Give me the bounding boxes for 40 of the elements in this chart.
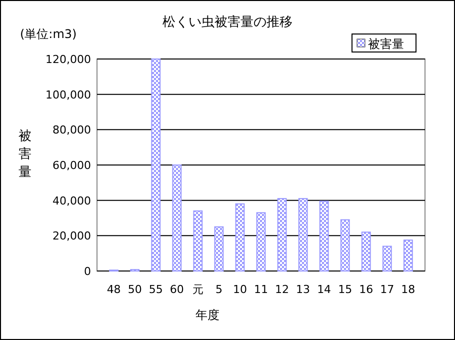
x-tick-label: 48 (106, 283, 121, 296)
bar (340, 219, 350, 272)
x-tick-label: 60 (170, 283, 184, 296)
x-tick-label: 14 (317, 283, 332, 296)
x-tick-label: 13 (296, 283, 310, 296)
legend-label: 被害量 (368, 37, 404, 51)
y-tick-label: 40,000 (52, 194, 91, 208)
y-axis-title: 被害量 (18, 129, 32, 180)
y-tick-label: 120,000 (46, 53, 91, 66)
x-tick-label: 17 (380, 283, 394, 296)
y-tick-label: 20,000 (52, 230, 91, 243)
bar (256, 212, 266, 272)
x-tick-label: 50 (128, 283, 142, 296)
bar (151, 58, 161, 272)
y-tick-label: 100,000 (46, 88, 91, 102)
x-tick-label: 12 (275, 283, 290, 296)
x-tick-label: 元 (192, 283, 204, 296)
y-tick-label: 80,000 (52, 124, 91, 137)
bar (214, 226, 224, 272)
bar (361, 232, 371, 272)
x-tick-label: 16 (359, 283, 374, 296)
bar (235, 203, 245, 272)
bar (403, 240, 413, 272)
bar (172, 164, 182, 272)
bar (277, 198, 287, 272)
bar (193, 210, 203, 272)
text: (単位:m3) (20, 27, 77, 41)
bar (319, 200, 329, 272)
y-tick-label: 60,000 (52, 159, 91, 172)
x-tick-label: 18 (401, 283, 416, 296)
chart-title: 松くい虫被害量の推移 (162, 14, 292, 30)
x-tick-label: 11 (254, 283, 268, 296)
x-tick-label: 55 (148, 283, 163, 296)
bar (382, 246, 392, 272)
x-tick-label: 10 (232, 283, 247, 296)
x-tick-label: 15 (338, 283, 352, 296)
x-axis-title: 年度 (196, 308, 220, 322)
x-tick-label: 5 (215, 283, 222, 296)
bar (298, 198, 308, 272)
y-tick-label: 0 (84, 265, 91, 278)
